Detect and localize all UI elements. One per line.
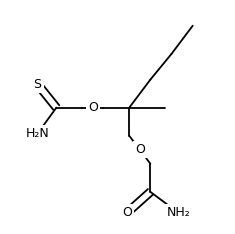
Text: NH₂: NH₂ bbox=[167, 206, 191, 219]
Text: O: O bbox=[88, 101, 98, 114]
Text: O: O bbox=[135, 143, 145, 156]
Text: H₂N: H₂N bbox=[26, 127, 50, 140]
Text: O: O bbox=[122, 206, 132, 219]
Text: S: S bbox=[34, 78, 42, 91]
